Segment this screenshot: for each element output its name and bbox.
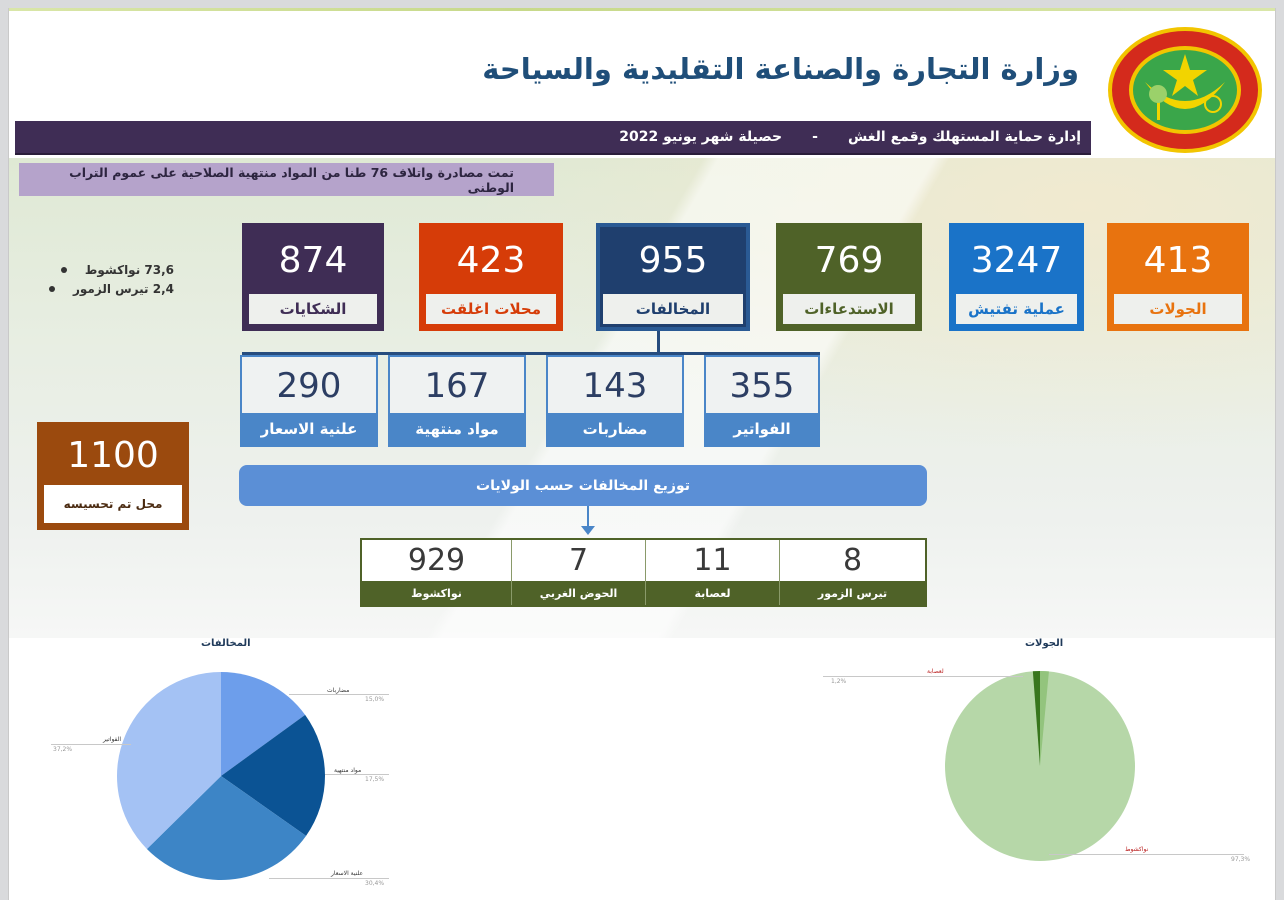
tonnage-item: 73,6 نواكشوط <box>49 260 174 279</box>
stat-label: الشكايات <box>249 294 377 324</box>
connector-horizontal <box>242 352 820 355</box>
region-value: 8 <box>780 540 925 581</box>
sub-card-price-display: 290 علنية الاسعار <box>240 355 378 447</box>
separator: - <box>812 129 818 145</box>
stat-card-inspections: 3247 عملية تفتيش <box>949 223 1084 331</box>
sub-value: 143 <box>582 366 648 406</box>
tonnage-text: 2,4 تيرس الزمور <box>73 281 175 296</box>
leader-line <box>51 744 131 745</box>
bullet-icon <box>60 266 67 273</box>
arrow-down-icon <box>587 506 589 530</box>
region-value: 929 <box>362 540 511 581</box>
violations-pie-chart <box>116 672 325 881</box>
stat-card-tours: 413 الجولات <box>1107 223 1249 331</box>
sensitized-shops-card: 1100 محل تم تحسيسه <box>37 422 189 530</box>
stat-value: 3247 <box>970 239 1063 281</box>
regions-table: 8 تيرس الزمور 11 لعصابة 7 الحوض الغربي 9… <box>360 538 927 607</box>
stat-value: 874 <box>278 239 348 281</box>
sub-value: 290 <box>276 366 342 406</box>
region-label: الحوض الغربي <box>512 581 645 605</box>
stat-card-complaints: 874 الشكايات <box>242 223 384 331</box>
sub-label: الفواتير <box>706 413 818 445</box>
stat-card-summons: 769 الاستدعاءات <box>776 223 922 331</box>
report-period: حصيلة شهر يونيو 2022 <box>619 129 783 145</box>
pie-label: مواد منتهية <box>334 767 362 774</box>
tours-pie-chart <box>945 671 1135 861</box>
stat-label: عملية تفتيش <box>956 294 1077 324</box>
pie-label: الفواتير <box>103 736 122 743</box>
mauritania-emblem-icon <box>1108 27 1262 153</box>
connector-vertical <box>657 331 660 354</box>
stat-label: الاستدعاءات <box>783 294 915 324</box>
tonnage-text: 73,6 نواكشوط <box>84 262 175 277</box>
leader-line <box>823 676 1023 677</box>
region-cell: 11 لعصابة <box>645 540 779 605</box>
pie-percentage: 30,4% <box>365 880 385 887</box>
sub-value: 167 <box>424 366 490 406</box>
sub-value: 355 <box>729 366 795 406</box>
tonnage-item: 2,4 تيرس الزمور <box>49 279 174 298</box>
violations-chart-title: المخالفات <box>201 638 251 649</box>
leader-line <box>325 774 389 775</box>
tours-chart-title: الجولات <box>1025 638 1064 649</box>
sub-card-speculation: 143 مضاربات <box>546 355 684 447</box>
stat-label: محلات اغلقت <box>426 294 556 324</box>
region-label: لعصابة <box>646 581 779 605</box>
stat-value: 423 <box>456 239 526 281</box>
department-bar: إدارة حماية المستهلك وقمع الغش - حصيلة ش… <box>15 121 1091 155</box>
sensitized-value: 1100 <box>67 434 159 476</box>
confiscation-banner: تمت مصادرة واتلاف 76 طنا من المواد منتهي… <box>19 163 554 196</box>
bullet-icon <box>49 285 55 292</box>
stat-label: المخالفات <box>603 294 743 324</box>
region-cell: 8 تيرس الزمور <box>779 540 925 605</box>
leader-line <box>269 878 389 879</box>
stat-value: 955 <box>638 239 708 281</box>
pie-label: لعصابة <box>927 668 944 675</box>
pie-label: مضاربات <box>327 687 350 694</box>
distribution-title-bar: توزيع المخالفات حسب الولايات <box>239 465 927 506</box>
stat-value: 413 <box>1143 239 1213 281</box>
stat-value: 769 <box>814 239 884 281</box>
tonnage-list: 73,6 نواكشوط 2,4 تيرس الزمور <box>49 260 174 298</box>
region-cell: 929 نواكشوط <box>362 540 511 605</box>
top-accent-stripe <box>9 8 1275 11</box>
pie-label: نواكشوط <box>1125 846 1149 853</box>
pie-percentage: 17,5% <box>365 776 385 783</box>
pie-percentage: 1,2% <box>831 678 847 685</box>
department-name: إدارة حماية المستهلك وقمع الغش <box>847 129 1081 145</box>
infographic-page: وزارة التجارة والصناعة التقليدية والسياح… <box>8 8 1276 900</box>
leader-line <box>1049 854 1244 855</box>
leader-line <box>289 694 389 695</box>
sub-card-invoices: 355 الفواتير <box>704 355 820 447</box>
pie-percentage: 15,0% <box>365 696 385 703</box>
sensitized-label: محل تم تحسيسه <box>44 485 182 523</box>
pie-label: علنية الاسعار <box>331 870 364 877</box>
sub-card-expired-goods: 167 مواد منتهية <box>388 355 526 447</box>
region-value: 11 <box>646 540 779 581</box>
sub-label: مضاربات <box>548 413 682 445</box>
sub-label: مواد منتهية <box>390 413 524 445</box>
stat-label: الجولات <box>1114 294 1242 324</box>
pie-percentage: 97,3% <box>1231 856 1251 863</box>
stat-card-closed-shops: 423 محلات اغلقت <box>419 223 563 331</box>
sub-label: علنية الاسعار <box>242 413 376 445</box>
region-value: 7 <box>512 540 645 581</box>
arrow-head-icon <box>581 526 595 535</box>
pie-percentage: 37,2% <box>53 746 73 753</box>
region-label: نواكشوط <box>362 581 511 605</box>
ministry-title: وزارة التجارة والصناعة التقليدية والسياح… <box>482 52 1079 86</box>
region-cell: 7 الحوض الغربي <box>511 540 645 605</box>
stat-card-violations: 955 المخالفات <box>596 223 750 331</box>
region-label: تيرس الزمور <box>780 581 925 605</box>
